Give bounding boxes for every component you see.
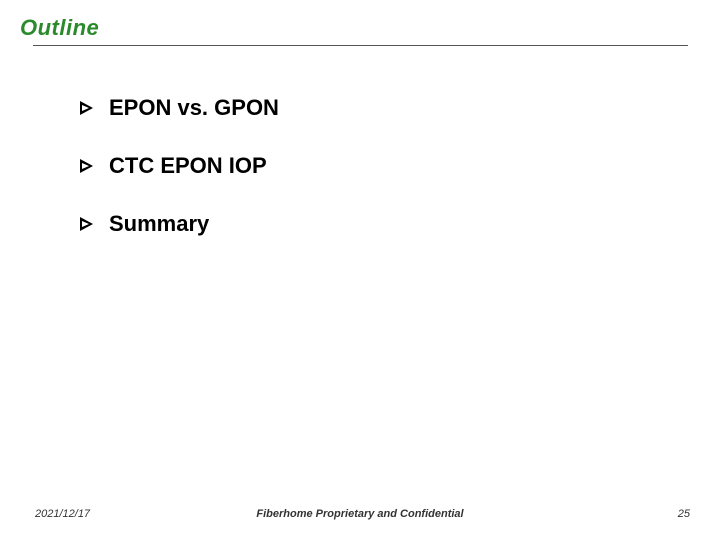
arrow-bullet-icon bbox=[80, 159, 93, 173]
footer-page-number: 25 bbox=[678, 508, 690, 520]
item-label: Summary bbox=[109, 211, 209, 237]
item-label: EPON vs. GPON bbox=[109, 95, 279, 121]
outline-list: EPON vs. GPON CTC EPON IOP Summary bbox=[80, 95, 279, 269]
arrow-bullet-icon bbox=[80, 217, 93, 231]
list-item: CTC EPON IOP bbox=[80, 153, 279, 179]
list-item: EPON vs. GPON bbox=[80, 95, 279, 121]
item-label: CTC EPON IOP bbox=[109, 153, 267, 179]
list-item: Summary bbox=[80, 211, 279, 237]
title-block: Outline bbox=[20, 15, 99, 41]
footer-confidential: Fiberhome Proprietary and Confidential bbox=[0, 508, 720, 520]
slide-title: Outline bbox=[20, 15, 99, 41]
slide: Outline EPON vs. GPON CTC EPON IOP Summa… bbox=[0, 0, 720, 540]
title-underline bbox=[33, 45, 688, 46]
arrow-bullet-icon bbox=[80, 101, 93, 115]
